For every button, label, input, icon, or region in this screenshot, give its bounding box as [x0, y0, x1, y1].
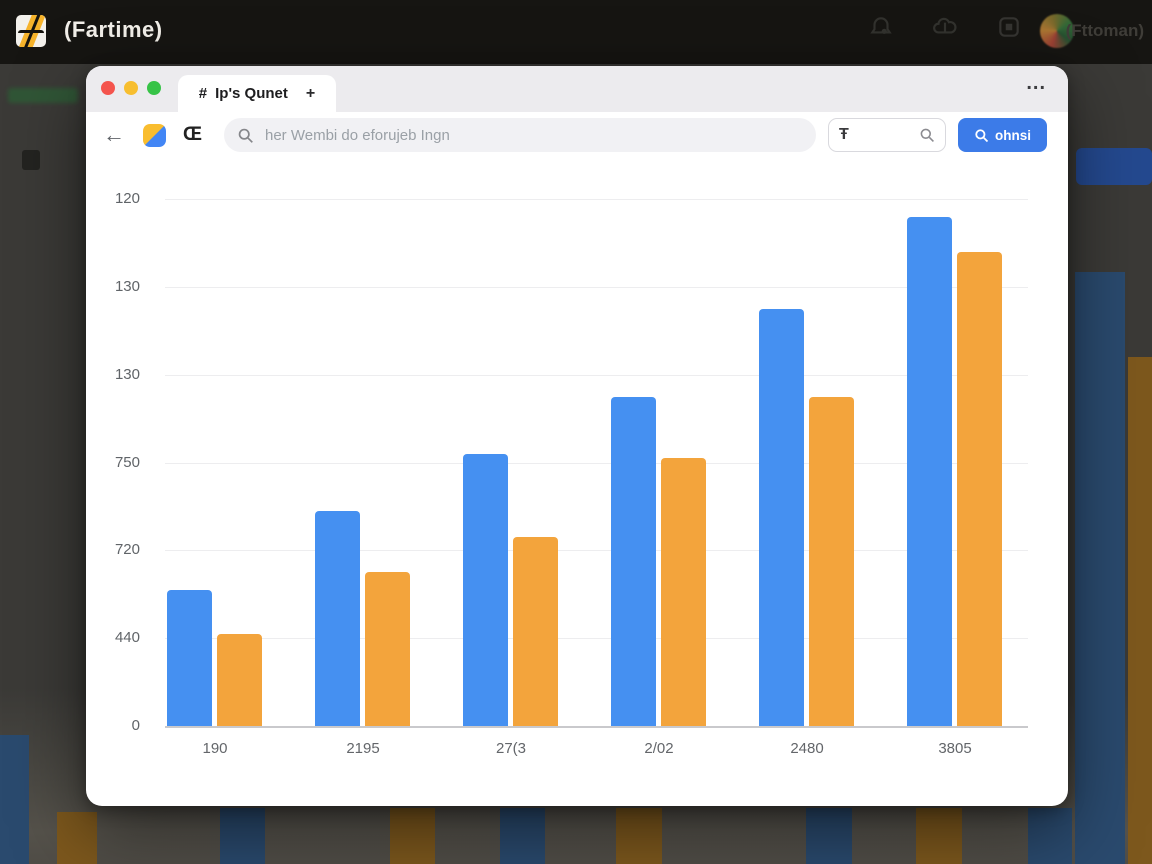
browser-logo-icon[interactable] [143, 123, 166, 147]
window-capture-icon [999, 17, 1019, 37]
x-axis-tick-label: 2480 [790, 740, 824, 757]
gridline [165, 286, 1028, 288]
orange-bar [957, 251, 1002, 726]
x-axis-tick-label: 190 [202, 740, 228, 757]
new-tab-button[interactable]: + [305, 84, 316, 102]
browser-toolbar: ← Œ Ŧ ohnsi [86, 112, 1068, 158]
find-search-icon [919, 127, 935, 143]
address-search-bar[interactable] [224, 118, 816, 152]
background-dim-bar [616, 808, 662, 864]
bar-chart: 0 440 720 750 130 130 120 190 2195 27(3 2/02 2480 38… [86, 158, 1068, 806]
background-user-name: (Fttoman) [1065, 21, 1144, 40]
blue-bar [463, 453, 508, 726]
x-axis-tick-label: 27(3 [495, 740, 527, 757]
background-dim-green-text [8, 88, 78, 103]
search-input[interactable] [263, 125, 787, 145]
background-app-title: (Fartime) [64, 17, 163, 42]
background-dim-bar [1128, 357, 1152, 864]
x-axis-tick-label: 2/02 [644, 740, 674, 757]
tab-title: Ip's Qunet [215, 85, 288, 102]
y-axis-tick-label: 440 [114, 629, 140, 647]
orange-bar [365, 572, 410, 726]
x-axis-tick-label: 2195 [346, 740, 380, 757]
y-axis-tick-label: 720 [114, 541, 140, 559]
background-dim-chart-bars [0, 64, 1152, 864]
gridline [165, 462, 1028, 464]
orange-bar [513, 537, 558, 726]
orange-bar [809, 396, 854, 726]
background-dim-bar [806, 808, 852, 864]
background-dim-bar [916, 808, 962, 864]
background-dim-bar [500, 808, 545, 864]
orange-bar [661, 458, 706, 726]
tab-favicon-hash-icon: # [198, 85, 208, 102]
browser-tab[interactable]: # Ip's Qunet + [178, 75, 336, 112]
cloud-icon [933, 17, 957, 34]
background-dim-bar [57, 812, 97, 864]
background-dim-bar [390, 808, 435, 864]
gridline [165, 374, 1028, 376]
blue-bar [611, 396, 656, 726]
browser-chrome: # Ip's Qunet + ... [86, 66, 1068, 112]
back-arrow-icon[interactable]: ← [103, 122, 125, 147]
blue-bar [167, 589, 212, 726]
search-button-label: ohnsi [995, 127, 1031, 143]
x-axis-line [165, 726, 1028, 728]
orange-bar [217, 633, 262, 726]
gridline [165, 638, 1028, 640]
background-topbar: (Fartime) (Fttoman) [0, 0, 1152, 64]
gridline [165, 199, 1028, 200]
background-dim-bar [1075, 272, 1125, 864]
background-dim-bar [1028, 808, 1072, 864]
reader-mode-icon[interactable]: Œ [183, 124, 202, 145]
background-topbar-icons [868, 14, 1022, 40]
y-axis-tick-label: 130 [114, 365, 140, 383]
user-avatar [1040, 14, 1074, 48]
window-controls [101, 81, 161, 95]
background-dim-icon [22, 150, 40, 170]
find-box[interactable]: Ŧ [828, 118, 946, 152]
search-button-icon [975, 128, 989, 142]
background-dim-blue-button [1076, 148, 1152, 185]
y-axis-tick-label: 750 [114, 453, 140, 471]
blue-bar [907, 216, 952, 726]
y-axis-tick-label: 120 [114, 190, 140, 207]
notifications-bell-icon [870, 17, 892, 34]
blue-bar [759, 308, 804, 726]
zoom-window-button[interactable] [147, 81, 161, 95]
x-axis-tick-label: 3805 [938, 740, 972, 757]
find-glyph-icon: Ŧ [839, 126, 849, 143]
search-button[interactable]: ohnsi [958, 118, 1047, 152]
close-window-button[interactable] [101, 81, 115, 95]
background-dim-bar [0, 735, 29, 864]
blue-bar [315, 510, 360, 726]
browser-menu-button[interactable]: ... [1026, 72, 1046, 94]
browser-window: # Ip's Qunet + ... ← Œ Ŧ [86, 66, 1068, 806]
minimize-window-button[interactable] [124, 81, 138, 95]
background-app-logo-icon [16, 15, 46, 47]
y-axis-tick-label: 130 [114, 277, 140, 295]
y-axis-tick-label: 0 [131, 717, 140, 734]
gridline [165, 550, 1028, 552]
search-icon [237, 127, 254, 144]
background-dim-bar [220, 808, 265, 864]
